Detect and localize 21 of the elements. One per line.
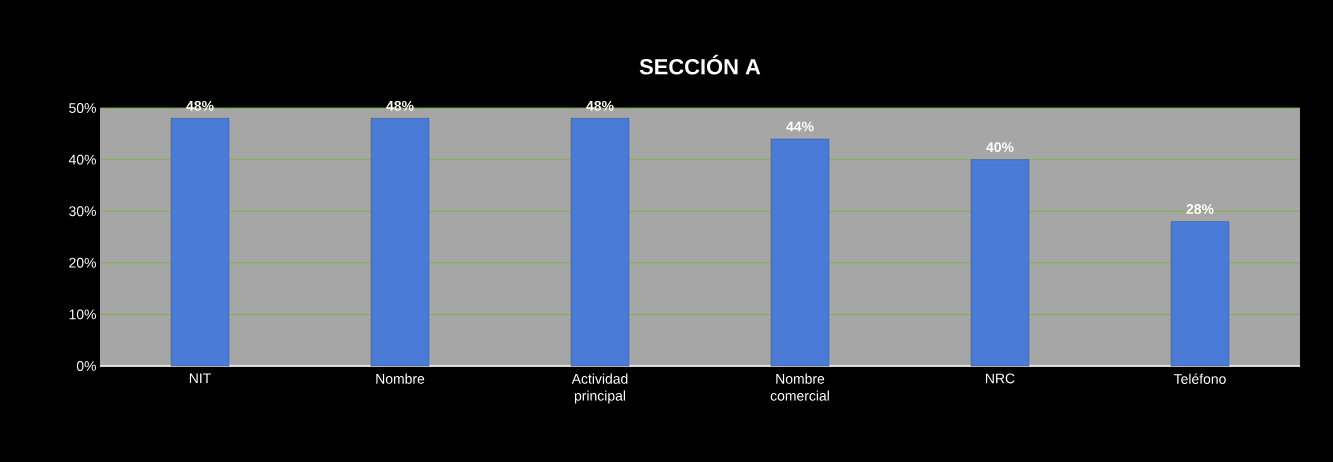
data-label: 44% — [786, 121, 814, 132]
x-tick-label: Nombre — [376, 373, 425, 384]
bar — [170, 118, 230, 367]
x-tick-label: NRC — [986, 373, 1015, 384]
x-tick-label: Nombre comercial — [770, 373, 829, 401]
x-tick-label: Actividad principal — [571, 373, 628, 404]
bar — [1170, 221, 1230, 367]
y-tick-label: 10% — [69, 309, 96, 320]
y-tick-label: 50% — [69, 103, 96, 113]
x-tick-label: Teléfono — [1173, 373, 1226, 384]
y-tick-label: 30% — [69, 206, 96, 217]
y-tick-label: 20% — [69, 257, 96, 268]
bar — [570, 118, 630, 367]
y-tick-label: 40% — [68, 154, 96, 165]
chart-title: SECCIÓN A — [639, 54, 761, 75]
data-label: 40% — [986, 142, 1014, 153]
bar — [370, 118, 430, 367]
x-tick-label: NIT — [189, 373, 211, 384]
y-tick-label: 0% — [76, 361, 96, 371]
bar — [770, 138, 830, 367]
bar — [970, 159, 1030, 367]
